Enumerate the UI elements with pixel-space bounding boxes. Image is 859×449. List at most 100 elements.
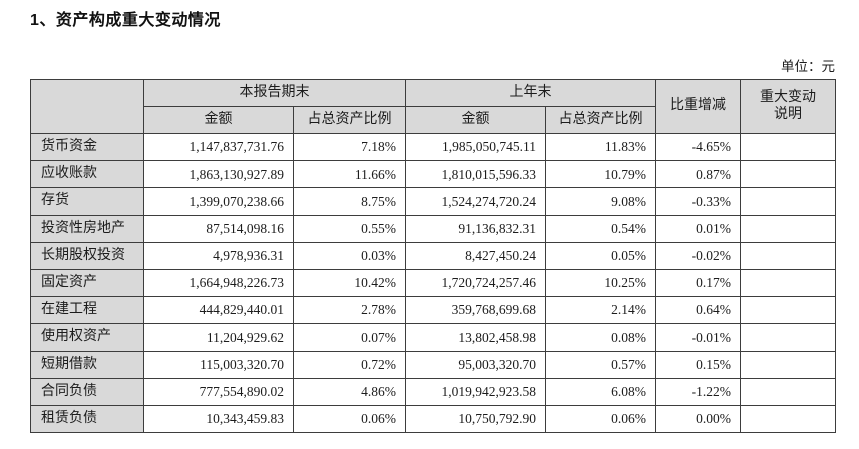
prior-ratio-cell: 11.83% (545, 132, 656, 162)
current-ratio-cell: 7.18% (293, 132, 406, 162)
current-amount-cell: 1,147,837,731.76 (143, 132, 294, 162)
row-label-cell: 长期股权投资 (30, 241, 144, 270)
prior-ratio-header: 占总资产比例 (545, 106, 656, 134)
explanation-note-cell (740, 268, 836, 298)
current-amount-cell: 115,003,320.70 (143, 350, 294, 379)
table-row: 存货 1,399,070,238.66 8.75% 1,524,274,720.24 9… (30, 187, 836, 216)
current-amount-cell: 4,978,936.31 (143, 241, 294, 270)
table-row: 在建工程 444,829,440.01 2.78% 359,768,699.68 2.1… (30, 296, 836, 325)
explanation-note-cell (740, 404, 836, 434)
row-label-cell: 投资性房地产 (30, 214, 144, 243)
current-ratio-cell: 8.75% (293, 187, 406, 216)
current-amount-cell: 87,514,098.16 (143, 214, 294, 243)
change-header: 比重增减 (655, 79, 741, 134)
prior-amount-cell: 13,802,458.98 (405, 323, 546, 352)
prior-amount-cell: 1,810,015,596.33 (405, 160, 546, 189)
current-ratio-header: 占总资产比例 (293, 106, 406, 134)
row-label-cell: 短期借款 (30, 350, 144, 379)
row-label-cell: 在建工程 (30, 296, 144, 325)
prior-amount-cell: 10,750,792.90 (405, 404, 546, 434)
table-row: 货币资金 1,147,837,731.76 7.18% 1,985,050,745.1… (30, 132, 836, 162)
current-ratio-cell: 0.07% (293, 323, 406, 352)
section-title: 1、资产构成重大变动情况 (30, 12, 221, 29)
change-cell: 0.17% (655, 268, 741, 298)
prior-amount-cell: 1,524,274,720.24 (405, 187, 546, 216)
row-label-cell: 存货 (30, 187, 144, 216)
current-amount-cell: 10,343,459.83 (143, 404, 294, 434)
current-amount-cell: 1,399,070,238.66 (143, 187, 294, 216)
prior-amount-cell: 359,768,699.68 (405, 296, 546, 325)
table-body: 货币资金 1,147,837,731.76 7.18% 1,985,050,745.1… (30, 132, 836, 434)
prior-amount-cell: 91,136,832.31 (405, 214, 546, 243)
table-header: 本报告期末 上年末 比重增减 重大变动 说明 金额 占总资产比例 金额 占总资产… (30, 79, 836, 134)
prior-ratio-cell: 0.05% (545, 241, 656, 270)
table-row: 投资性房地产 87,514,098.16 0.55% 91,136,832.31 0.5… (30, 214, 836, 243)
explanation-note-cell (740, 377, 836, 406)
explanation-note-cell (740, 187, 836, 216)
prior-amount-cell: 1,720,724,257.46 (405, 268, 546, 298)
row-label-cell: 合同负债 (30, 377, 144, 406)
table-row: 长期股权投资 4,978,936.31 0.03% 8,427,450.24 0.05%… (30, 241, 836, 270)
row-label-cell: 固定资产 (30, 268, 144, 298)
table-row: 使用权资产 11,204,929.62 0.07% 13,802,458.98 0.08… (30, 323, 836, 352)
change-cell: 0.15% (655, 350, 741, 379)
current-ratio-cell: 0.06% (293, 404, 406, 434)
prior-period-header: 上年末 (405, 79, 656, 107)
prior-amount-cell: 1,019,942,923.58 (405, 377, 546, 406)
row-label-cell: 租赁负债 (30, 404, 144, 434)
current-amount-cell: 11,204,929.62 (143, 323, 294, 352)
current-amount-cell: 777,554,890.02 (143, 377, 294, 406)
prior-ratio-cell: 10.25% (545, 268, 656, 298)
change-cell: 0.64% (655, 296, 741, 325)
prior-ratio-cell: 0.08% (545, 323, 656, 352)
explanation-note-cell (740, 214, 836, 243)
explanation-note-cell (740, 160, 836, 189)
current-ratio-cell: 4.86% (293, 377, 406, 406)
explanation-header: 重大变动 说明 (740, 79, 836, 134)
current-amount-cell: 1,664,948,226.73 (143, 268, 294, 298)
prior-ratio-cell: 0.06% (545, 404, 656, 434)
header-row-top: 本报告期末 上年末 比重增减 重大变动 说明 (30, 79, 836, 134)
explanation-note-cell (740, 241, 836, 270)
change-cell: 0.00% (655, 404, 741, 434)
corner-header-cell (30, 79, 144, 134)
current-amount-cell: 1,863,130,927.89 (143, 160, 294, 189)
current-ratio-cell: 0.03% (293, 241, 406, 270)
table-row: 租赁负债 10,343,459.83 0.06% 10,750,792.90 0.06%… (30, 404, 836, 434)
explanation-note-cell (740, 350, 836, 379)
table-row: 合同负债 777,554,890.02 4.86% 1,019,942,923.58 6… (30, 377, 836, 406)
row-label-cell: 使用权资产 (30, 323, 144, 352)
change-cell: -4.65% (655, 132, 741, 162)
prior-ratio-cell: 2.14% (545, 296, 656, 325)
prior-amount-cell: 95,003,320.70 (405, 350, 546, 379)
prior-ratio-cell: 10.79% (545, 160, 656, 189)
change-cell: -0.33% (655, 187, 741, 216)
current-ratio-cell: 2.78% (293, 296, 406, 325)
table-row: 短期借款 115,003,320.70 0.72% 95,003,320.70 0.57… (30, 350, 836, 379)
asset-composition-table: 本报告期末 上年末 比重增减 重大变动 说明 金额 占总资产比例 金额 占总资产… (30, 79, 836, 434)
explanation-header-line2: 说明 (774, 106, 802, 122)
table-row: 固定资产 1,664,948,226.73 10.42% 1,720,724,257.… (30, 268, 836, 298)
row-label-cell: 货币资金 (30, 132, 144, 162)
explanation-note-cell (740, 323, 836, 352)
current-ratio-cell: 0.55% (293, 214, 406, 243)
prior-amount-cell: 8,427,450.24 (405, 241, 546, 270)
explanation-note-cell (740, 296, 836, 325)
prior-amount-cell: 1,985,050,745.11 (405, 132, 546, 162)
current-amount-header: 金额 (143, 106, 294, 134)
change-cell: -0.02% (655, 241, 741, 270)
change-cell: 0.01% (655, 214, 741, 243)
row-label-cell: 应收账款 (30, 160, 144, 189)
prior-ratio-cell: 9.08% (545, 187, 656, 216)
explanation-note-cell (740, 132, 836, 162)
unit-label: 单位：元 (781, 59, 835, 74)
explanation-header-line1: 重大变动 (760, 90, 816, 106)
prior-ratio-cell: 0.54% (545, 214, 656, 243)
current-ratio-cell: 0.72% (293, 350, 406, 379)
header-row-sub: 金额 占总资产比例 金额 占总资产比例 (31, 106, 836, 134)
change-cell: -0.01% (655, 323, 741, 352)
current-period-header: 本报告期末 (143, 79, 406, 107)
prior-ratio-cell: 0.57% (545, 350, 656, 379)
current-ratio-cell: 10.42% (293, 268, 406, 298)
change-cell: -1.22% (655, 377, 741, 406)
